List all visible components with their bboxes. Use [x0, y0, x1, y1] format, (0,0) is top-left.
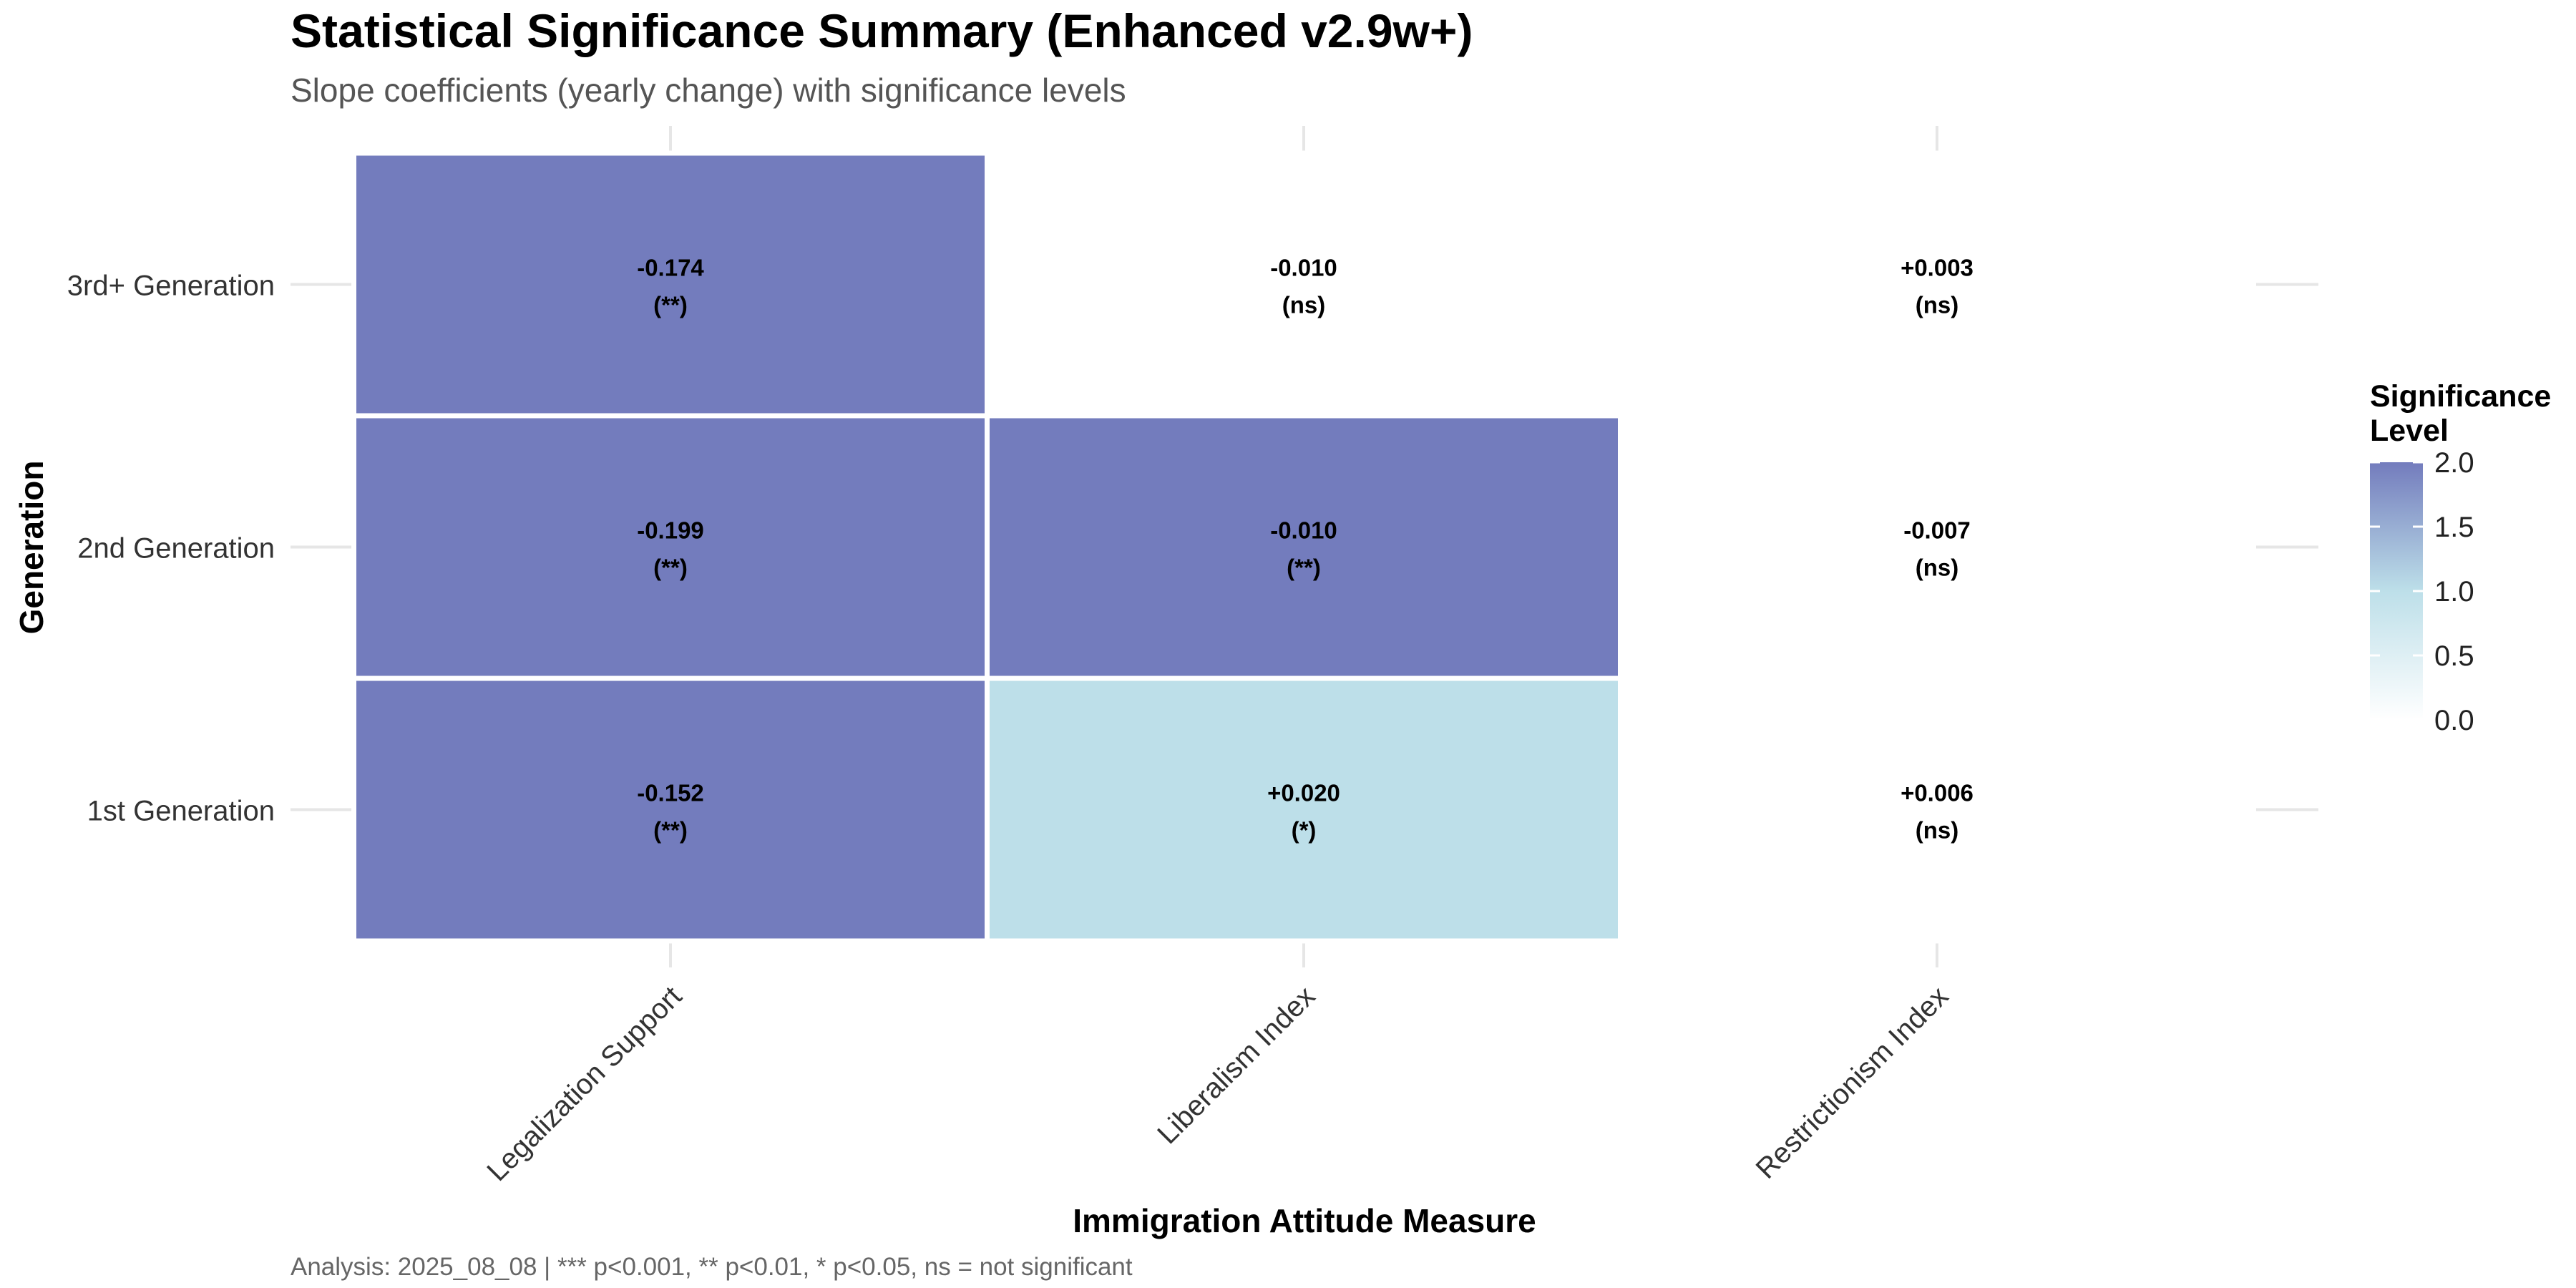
legend-title-line-1: Significance: [2370, 379, 2551, 414]
legend-ticks: 2.0 1.5 1.0 0.5 0.0: [2370, 447, 2474, 736]
chart-subtitle: Slope coefficients (yearly change) with …: [291, 72, 1126, 109]
heatmap-cell-2nd-generation-liberalism-index: [985, 413, 1623, 681]
cell-significance-label: (**): [653, 817, 688, 844]
y-axis-title: Generation: [13, 461, 50, 635]
legend: Significance Level 2.0 1.5 1.0 0.5 0.0: [2370, 379, 2560, 736]
cell-slope-label: +0.020: [1267, 780, 1340, 806]
cell-slope-label: -0.199: [637, 517, 704, 544]
heatmap-cell-1st-generation-restrictionism-index: [1618, 675, 2256, 944]
y-axis-ticks: 1st Generation 2nd Generation 3rd+ Generat…: [67, 270, 275, 827]
cell-slope-label: +0.003: [1901, 255, 1974, 281]
heatmap-cell-1st-generation-legalization-support: [351, 675, 990, 944]
cell-slope-label: -0.152: [637, 780, 704, 806]
cell-significance-label: (ns): [1916, 555, 1959, 581]
heatmap-cell-3rd-generation-liberalism-index: [985, 150, 1623, 419]
cell-labels: -0.174 (**) -0.010 (ns) +0.003 (ns) -0.199 (**)…: [637, 255, 1974, 844]
heatmap-cell-1st-generation-liberalism-index: [985, 675, 1623, 944]
cell-slope-label: +0.006: [1901, 780, 1974, 806]
legend-tick-label: 0.0: [2434, 705, 2474, 736]
legend-tick-label: 2.0: [2434, 447, 2474, 479]
cell-slope-label: -0.174: [637, 255, 704, 281]
cell-slope-label: -0.010: [1270, 255, 1337, 281]
legend-tick-label: 0.5: [2434, 640, 2474, 672]
cell-slope-label: -0.010: [1270, 517, 1337, 544]
legend-title-line-2: Level: [2370, 414, 2449, 448]
legend-title: Significance Level: [2370, 379, 2560, 448]
cell-slope-label: -0.007: [1903, 517, 1971, 544]
cell-significance-label: (**): [653, 292, 688, 318]
cell-significance-label: (ns): [1916, 292, 1959, 318]
cell-significance-label: (**): [653, 555, 688, 581]
heatmap-cells: [351, 150, 2256, 944]
y-tick-label: 3rd+ Generation: [67, 270, 275, 302]
x-axis-ticks: Legalization Support Liberalism Index Rest…: [481, 980, 1954, 1187]
legend-tick-label: 1.5: [2434, 512, 2474, 543]
cell-significance-label: (ns): [1282, 292, 1326, 318]
legend-tick-label: 1.0: [2434, 576, 2474, 608]
heatmap-cell-3rd-generation-legalization-support: [351, 150, 990, 419]
x-axis-title: Immigration Attitude Measure: [1073, 1202, 1536, 1239]
chart-title: Statistical Significance Summary (Enhanc…: [291, 4, 1473, 57]
x-tick-label: Liberalism Index: [1151, 980, 1321, 1150]
chart-caption: Analysis: 2025_08_08 | *** p<0.001, ** p…: [291, 1253, 1133, 1281]
cell-significance-label: (*): [1292, 817, 1317, 844]
y-tick-label: 2nd Generation: [77, 533, 275, 565]
y-tick-label: 1st Generation: [87, 796, 275, 827]
heatmap-cell-2nd-generation-legalization-support: [351, 413, 990, 681]
x-tick-label: Legalization Support: [481, 980, 688, 1187]
cell-significance-label: (ns): [1916, 817, 1959, 844]
x-tick-label: Restrictionism Index: [1750, 980, 1955, 1185]
heatmap-cell-2nd-generation-restrictionism-index: [1618, 413, 2256, 681]
heatmap-cell-3rd-generation-restrictionism-index: [1618, 150, 2256, 419]
cell-significance-label: (**): [1287, 555, 1321, 581]
